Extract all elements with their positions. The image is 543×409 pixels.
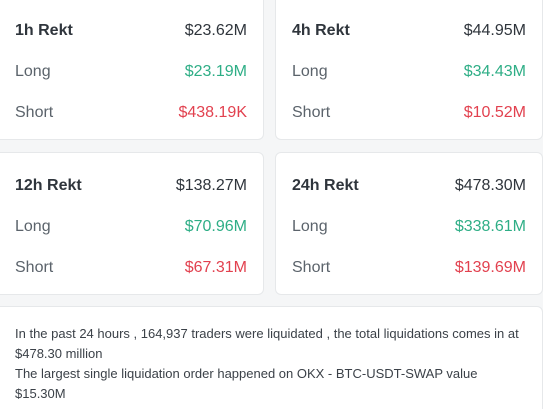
long-value: $70.96M [184, 218, 247, 235]
short-label: Short [15, 104, 54, 121]
liquidation-summary-text: In the past 24 hours , 164,937 traders w… [0, 306, 543, 409]
short-value: $67.31M [184, 259, 247, 276]
rekt-card-4h: 4h Rekt $44.95M Long $34.43M Short $10.5… [275, 0, 543, 140]
rekt-total-value: $23.62M [184, 22, 247, 39]
rekt-long-row: Long $338.61M [292, 216, 526, 238]
rekt-card-12h: 12h Rekt $138.27M Long $70.96M Short $67… [0, 152, 264, 295]
rekt-long-row: Long $34.43M [292, 61, 526, 83]
long-value: $23.19M [184, 63, 247, 80]
rekt-header-row: 12h Rekt $138.27M [15, 175, 247, 197]
rekt-total-value: $478.30M [454, 177, 526, 194]
summary-line-largest-order: The largest single liquidation order hap… [15, 366, 478, 401]
rekt-long-row: Long $70.96M [15, 216, 247, 238]
short-value: $438.19K [178, 104, 247, 121]
long-label: Long [15, 63, 51, 80]
long-label: Long [292, 63, 328, 80]
summary-line-total: In the past 24 hours , 164,937 traders w… [15, 326, 519, 361]
rekt-total-value: $44.95M [463, 22, 526, 39]
rekt-short-row: Short $438.19K [15, 102, 247, 124]
rekt-card-1h: 1h Rekt $23.62M Long $23.19M Short $438.… [0, 0, 264, 140]
short-value: $10.52M [463, 104, 526, 121]
rekt-period-title: 24h Rekt [292, 177, 359, 194]
rekt-short-row: Short $67.31M [15, 257, 247, 279]
rekt-total-value: $138.27M [175, 177, 247, 194]
rekt-header-row: 4h Rekt $44.95M [292, 20, 526, 42]
rekt-period-title: 1h Rekt [15, 22, 73, 39]
rekt-header-row: 24h Rekt $478.30M [292, 175, 526, 197]
rekt-period-title: 4h Rekt [292, 22, 350, 39]
rekt-short-row: Short $139.69M [292, 257, 526, 279]
rekt-header-row: 1h Rekt $23.62M [15, 20, 247, 42]
short-label: Short [292, 104, 331, 121]
long-label: Long [15, 218, 51, 235]
short-value: $139.69M [454, 259, 526, 276]
long-label: Long [292, 218, 328, 235]
rekt-card-24h: 24h Rekt $478.30M Long $338.61M Short $1… [275, 152, 543, 295]
rekt-long-row: Long $23.19M [15, 61, 247, 83]
rekt-short-row: Short $10.52M [292, 102, 526, 124]
long-value: $338.61M [454, 218, 526, 235]
rekt-period-title: 12h Rekt [15, 177, 82, 194]
long-value: $34.43M [463, 63, 526, 80]
short-label: Short [15, 259, 54, 276]
short-label: Short [292, 259, 331, 276]
